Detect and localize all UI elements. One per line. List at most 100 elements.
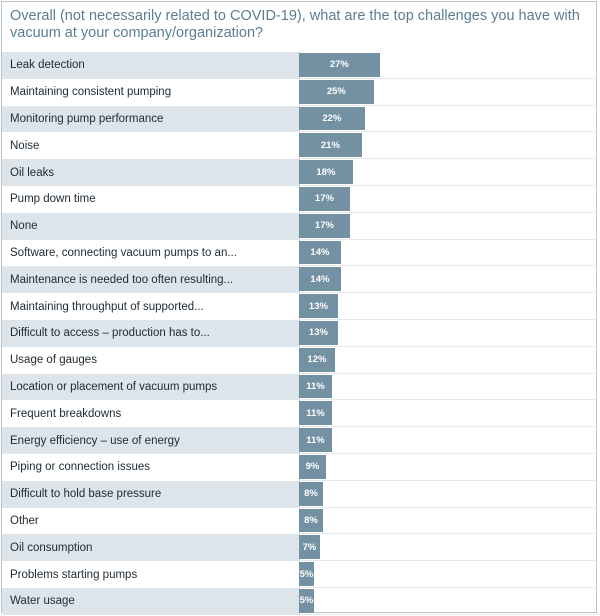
value-label: 11% <box>306 380 325 392</box>
bar: 7% <box>299 535 320 560</box>
bar-row: Usage of gauges 12% <box>2 347 598 374</box>
bar: 18% <box>299 160 353 184</box>
bar: 8% <box>299 508 323 533</box>
bar-row: Frequent breakdowns 11% <box>2 400 598 428</box>
bar-track: 25% <box>299 79 598 106</box>
bar: 14% <box>299 240 341 265</box>
bar-track: 27% <box>299 52 598 79</box>
bar-row: Noise 21% <box>2 132 598 160</box>
bar-row: Maintaining throughput of supported... 13… <box>2 293 598 320</box>
chart-title: Overall (not necessarily related to COVI… <box>10 8 580 41</box>
bar-row: Location or placement of vacuum pumps 11% <box>2 373 598 401</box>
bar-row: Monitoring pump performance 22% <box>2 105 598 133</box>
bar-track: 8% <box>299 481 598 508</box>
category-label: Frequent breakdowns <box>10 407 122 420</box>
category-label: Oil leaks <box>2 159 299 186</box>
value-label: 22% <box>322 112 342 124</box>
bar: 8% <box>299 481 323 506</box>
category-label: Water usage <box>2 588 299 615</box>
bar: 13% <box>299 294 338 318</box>
bar: 17% <box>299 213 350 238</box>
bar: 5% <box>299 589 314 613</box>
value-label: 9% <box>305 461 320 473</box>
bar: 11% <box>299 401 332 426</box>
category-label: Leak detection <box>2 52 299 79</box>
category-label: Energy efficiency – use of energy <box>2 427 299 454</box>
bar-track: 7% <box>299 534 598 562</box>
value-label: 14% <box>310 246 330 258</box>
category-label: Maintenance is needed too often resultin… <box>2 266 299 294</box>
bar-track: 14% <box>299 266 598 294</box>
bar-track: 8% <box>299 508 598 535</box>
bar: 22% <box>299 106 365 131</box>
category-label: Problems starting pumps <box>10 568 138 581</box>
category-label: Pump down time <box>10 193 96 206</box>
bar: 12% <box>299 347 335 372</box>
bar-row: Pump down time 17% <box>2 186 598 213</box>
category-label: Noise <box>10 139 40 152</box>
bar-row: None 17% <box>2 212 598 240</box>
bar-track: 14% <box>299 240 598 267</box>
bar-row: Energy efficiency – use of energy 11% <box>2 427 598 454</box>
value-label: 7% <box>302 541 317 553</box>
bar: 13% <box>299 321 338 345</box>
bar-row: Maintenance is needed too often resultin… <box>2 266 598 294</box>
value-label: 13% <box>308 300 328 312</box>
bar-row: Piping or connection issues 9% <box>2 454 598 481</box>
bar: 14% <box>299 267 341 292</box>
category-label: Maintaining consistent pumping <box>10 86 172 99</box>
bar-track: 22% <box>299 106 598 133</box>
category-label: Location or placement of vacuum pumps <box>2 373 299 401</box>
bar-track: 12% <box>299 347 598 374</box>
value-label: 5% <box>299 595 314 607</box>
category-label: Piping or connection issues <box>10 461 150 474</box>
value-label: 8% <box>304 514 318 526</box>
value-label: 27% <box>329 59 349 71</box>
bar-track: 21% <box>299 132 598 160</box>
category-label: None <box>2 212 299 240</box>
bar-track: 17% <box>299 213 598 240</box>
value-label: 5% <box>299 568 314 580</box>
bar-row: Oil leaks 18% <box>2 159 598 186</box>
bar-track: 11% <box>299 374 598 401</box>
bar: 11% <box>299 374 332 399</box>
bar: 21% <box>299 133 362 158</box>
value-label: 17% <box>314 193 334 205</box>
bar: 5% <box>299 562 314 586</box>
value-label: 11% <box>306 434 325 446</box>
bar-track: 13% <box>299 320 598 347</box>
bar-track: 5% <box>299 561 598 588</box>
bar-row: Difficult to access – production has to.… <box>2 320 598 347</box>
bar-row: Problems starting pumps 5% <box>2 561 598 588</box>
value-label: 18% <box>316 166 336 178</box>
value-label: 11% <box>306 407 325 419</box>
bar: 25% <box>299 79 374 104</box>
category-label: Other <box>10 514 39 527</box>
bar-row: Water usage 5% <box>2 588 598 615</box>
bar-track: 17% <box>299 186 598 213</box>
bar-track: 5% <box>299 588 598 615</box>
bar-track: 9% <box>299 454 598 481</box>
value-label: 8% <box>304 488 318 500</box>
value-label: 17% <box>314 220 334 232</box>
value-label: 14% <box>310 273 330 285</box>
bar: 27% <box>299 53 380 77</box>
category-label: Usage of gauges <box>10 354 97 367</box>
bar-track: 11% <box>299 400 598 428</box>
category-label: Oil consumption <box>2 534 299 562</box>
bar: 17% <box>299 187 350 211</box>
category-label: Software, connecting vacuum pumps to an.… <box>10 246 237 259</box>
value-label: 13% <box>308 327 328 339</box>
category-label: Monitoring pump performance <box>2 105 299 133</box>
bar-row: Software, connecting vacuum pumps to an.… <box>2 240 598 267</box>
category-label: Maintaining throughput of supported... <box>10 300 204 313</box>
bar-row: Oil consumption 7% <box>2 534 598 562</box>
category-label: Difficult to access – production has to.… <box>2 320 299 347</box>
value-label: 12% <box>307 354 327 366</box>
bar-track: 18% <box>299 159 598 186</box>
value-label: 25% <box>326 86 346 98</box>
bar-row: Leak detection 27% <box>2 52 598 79</box>
bar: 9% <box>299 455 326 479</box>
bar-track: 11% <box>299 427 598 454</box>
